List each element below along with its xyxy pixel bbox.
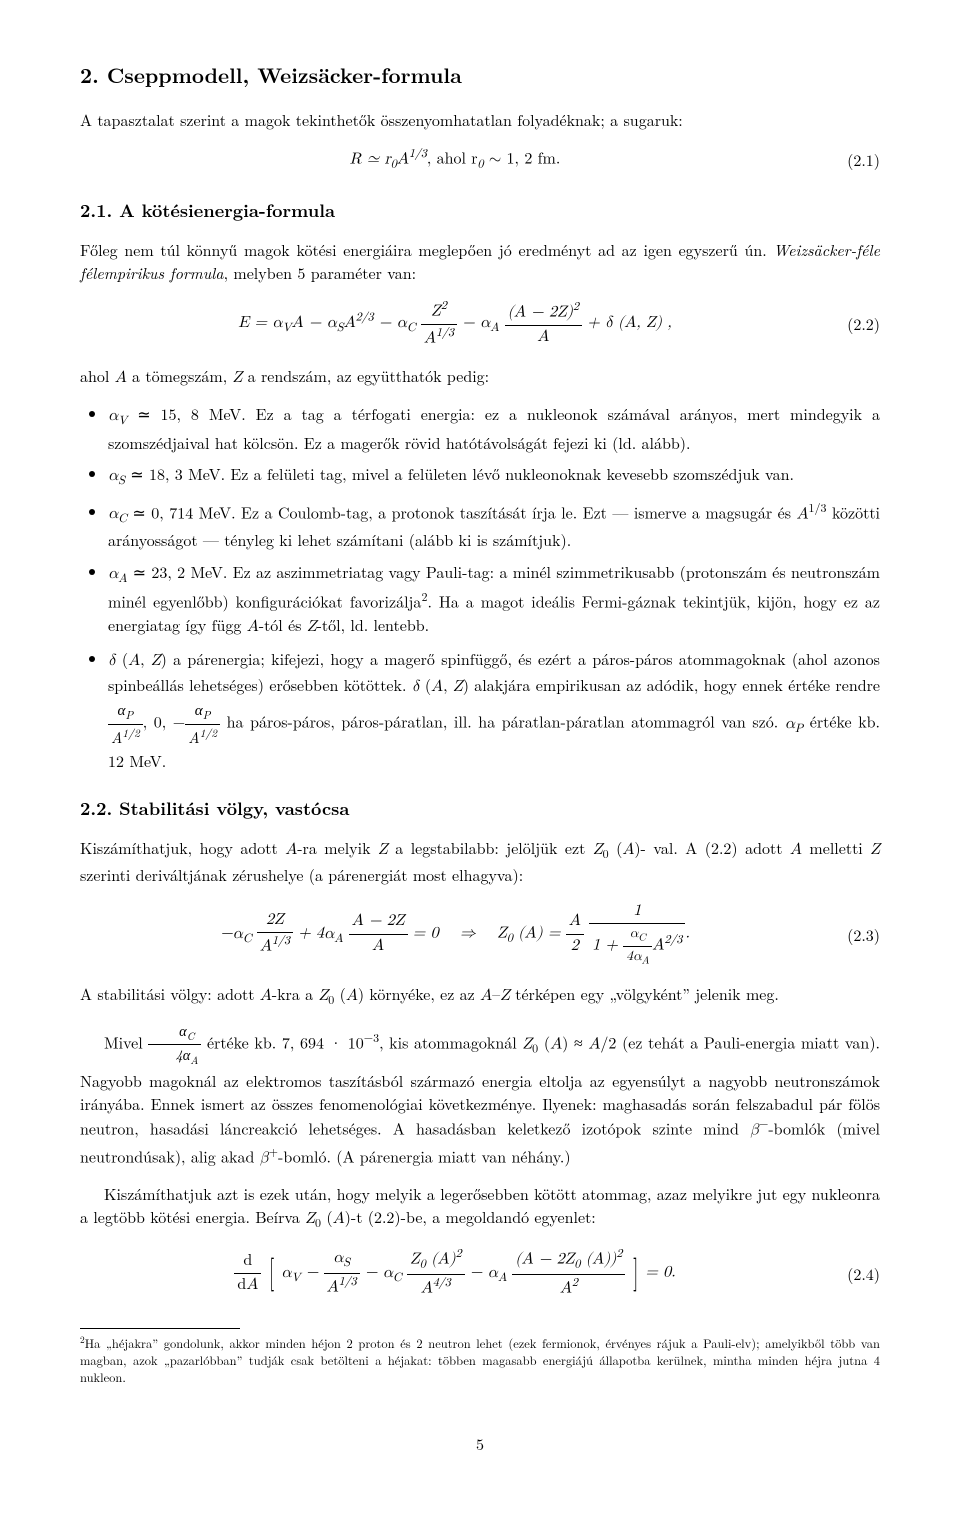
subsection-title: A kötésienergia-formula (119, 198, 335, 223)
paragraph: Kiszámíthatjuk, hogy adott A-ra melyik Z… (80, 836, 880, 886)
footnote: 2Ha „héjakra” gondolunk, akkor minden hé… (80, 1333, 880, 1386)
text-run: Főleg nem túl könnyű magok kötési energi… (80, 238, 773, 261)
eq-text: E = αVA − αSA2/3 − αC Z2A1/3 − αA (A − 2… (238, 315, 672, 331)
eq-text: ∼ 1, 2 fm. (484, 151, 561, 167)
eq-text: R ≃ r (350, 151, 391, 167)
eq-sup: 1/3 (409, 148, 427, 160)
equation-2-3: −αC 2ZA1/3 + 4αA A − 2ZA = 0 ⇒ Z0 (A) = … (80, 900, 880, 968)
section-number: 2. (80, 60, 99, 90)
eq-number: (2.4) (830, 1262, 880, 1285)
footnote-rule (80, 1328, 240, 1329)
page-number: 5 (80, 1432, 880, 1455)
list-item: αS ≃ 18, 3 MeV. Ez a felületi tag, mivel… (108, 462, 880, 491)
intro-paragraph: A tapasztalat szerint a magok tekinthető… (80, 108, 880, 131)
paragraph: ahol A a tömegszám, Z a rendszám, az egy… (80, 364, 880, 390)
list-item: αV ≃ 15, 8 MeV. Ez a tag a térfogati ene… (108, 402, 880, 454)
list-item: αC ≃ 0, 714 MeV. Ez a Coulomb-tag, a pro… (108, 499, 880, 552)
paragraph: A stabilitási völgy: adott A-kra a Z0 (A… (80, 982, 880, 1009)
paragraph: Kiszámíthatjuk azt is ezek után, hogy me… (80, 1182, 880, 1232)
eq-body: ddA [ αV − αSA1/3 − αC Z0 (A)2A4/3 − αA … (80, 1246, 830, 1300)
eq-number: (2.2) (830, 312, 880, 335)
section-title: Cseppmodell, Weizsäcker-formula (107, 60, 462, 90)
bullet-list: αV ≃ 15, 8 MeV. Ez a tag a térfogati ene… (80, 402, 880, 772)
eq-body: R ≃ r0A1/3, ahol r0 ∼ 1, 2 fm. (80, 146, 830, 174)
text-run: ahol A a tömegszám, Z a rendszám, az egy… (80, 364, 489, 387)
section-heading: 2. Cseppmodell, Weizsäcker-formula (80, 60, 880, 90)
eq-text: A (397, 151, 409, 167)
subsection-heading: 2.1. A kötésienergia-formula (80, 198, 880, 224)
text-run: , melyben 5 paraméter van: (224, 261, 417, 284)
footnote-text: Ha „héjakra” gondolunk, akkor minden héj… (80, 1335, 880, 1387)
eq-body: −αC 2ZA1/3 + 4αA A − 2ZA = 0 ⇒ Z0 (A) = … (80, 900, 830, 968)
equation-2-1: R ≃ r0A1/3, ahol r0 ∼ 1, 2 fm. (2.1) (80, 146, 880, 174)
subsection-title: Stabilitási völgy, vastócsa (119, 796, 349, 821)
list-item: δ (A, Z) a párenergia; kifejezi, hogy a … (108, 647, 880, 772)
eq-text: , ahol r (427, 151, 478, 167)
subsection-number: 2.1. (80, 198, 112, 223)
paragraph: Főleg nem túl könnyű magok kötési energi… (80, 238, 880, 284)
subsection-number: 2.2. (80, 796, 112, 821)
list-item: αA ≃ 23, 2 MeV. Ez az aszimmetriatag vag… (108, 560, 880, 639)
eq-number: (2.3) (830, 923, 880, 946)
equation-2-4: ddA [ αV − αSA1/3 − αC Z0 (A)2A4/3 − αA … (80, 1246, 880, 1300)
paragraph: Mivel αC4αA értéke kb. 7, 694 · 10−3, ki… (80, 1021, 880, 1170)
eq-number: (2.1) (830, 148, 880, 171)
eq-body: E = αVA − αSA2/3 − αC Z2A1/3 − αA (A − 2… (80, 298, 830, 350)
subsection-heading: 2.2. Stabilitási völgy, vastócsa (80, 796, 880, 822)
equation-2-2: E = αVA − αSA2/3 − αC Z2A1/3 − αA (A − 2… (80, 298, 880, 350)
